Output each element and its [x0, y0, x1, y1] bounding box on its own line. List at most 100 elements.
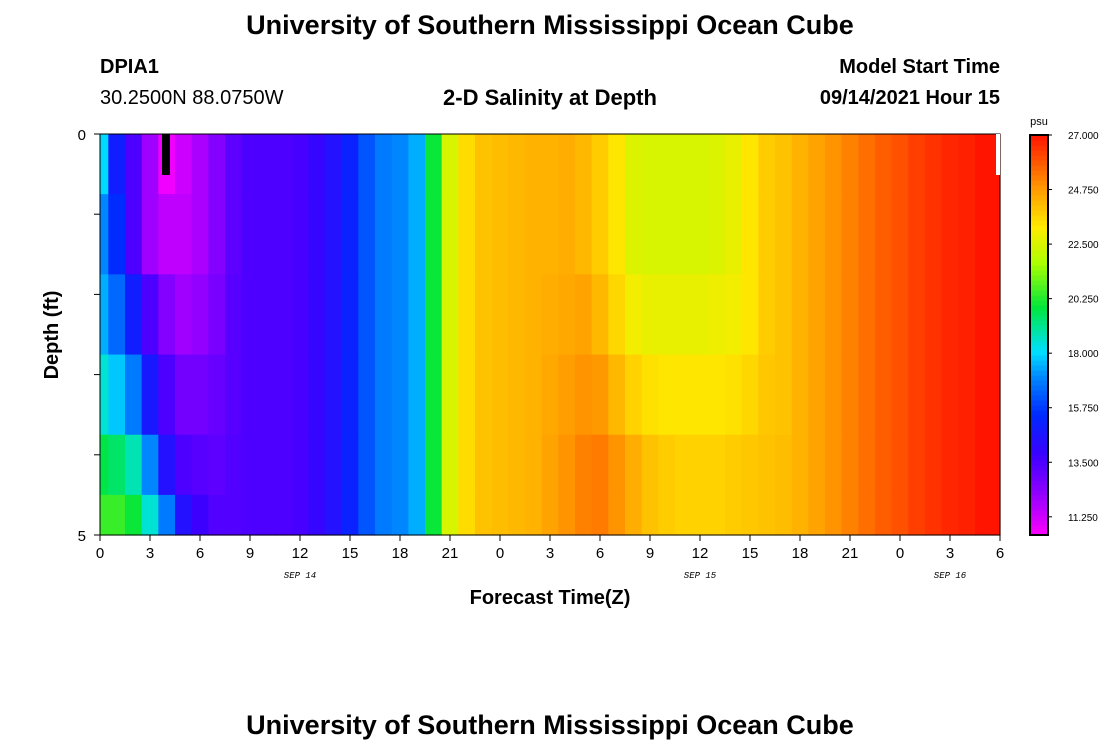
heatmap-cell: [141, 494, 159, 536]
heatmap-cell: [641, 434, 659, 496]
heatmap-cell: [100, 494, 109, 536]
heatmap-cell: [791, 434, 809, 496]
heatmap-cell: [908, 494, 926, 536]
heatmap-cell: [791, 494, 809, 536]
heatmap-cell: [991, 194, 1001, 275]
heatmap-cell: [875, 274, 893, 356]
x-tick-label: 18: [392, 545, 409, 562]
heatmap-cell: [658, 434, 676, 496]
colorbar-segment: [1030, 520, 1048, 526]
heatmap-cell: [758, 134, 776, 195]
heatmap-cell: [391, 134, 409, 195]
heatmap-cell: [958, 134, 976, 195]
heatmap-cell: [558, 194, 576, 275]
colorbar-segment: [1030, 160, 1048, 166]
heatmap-cell: [258, 134, 276, 195]
heatmap-cell: [241, 354, 259, 436]
heatmap-cell: [825, 194, 843, 275]
heatmap-cell: [408, 494, 426, 536]
heatmap-cell: [375, 494, 393, 536]
heatmap-cell: [325, 354, 343, 436]
colorbar-segment: [1030, 330, 1048, 336]
heatmap-cell: [408, 434, 426, 496]
heatmap-cell: [791, 194, 809, 275]
heatmap-cell: [691, 434, 709, 496]
heatmap-cell: [925, 494, 943, 536]
heatmap-cell: [175, 354, 193, 436]
heatmap-cell: [791, 274, 809, 356]
heatmap-cell: [191, 274, 209, 356]
heatmap-cells: [100, 134, 1001, 536]
colorbar-segment: [1030, 270, 1048, 276]
heatmap-cell: [291, 434, 309, 496]
heatmap-cell: [675, 494, 693, 536]
heatmap-cell: [591, 494, 609, 536]
heatmap-cell: [325, 274, 343, 356]
heatmap-cell: [225, 194, 243, 275]
heatmap-cell: [108, 354, 126, 436]
heatmap-cell: [175, 134, 193, 195]
heatmap-cell: [408, 354, 426, 436]
heatmap-cell: [641, 494, 659, 536]
footer-title: University of Southern Mississippi Ocean…: [246, 710, 854, 740]
heatmap-cell: [475, 274, 493, 356]
colorbar-segment: [1030, 240, 1048, 246]
heatmap-cell: [541, 354, 559, 436]
heatmap-cell: [100, 134, 109, 195]
heatmap-cell: [308, 194, 326, 275]
heatmap-cell: [708, 134, 726, 195]
heatmap-cell: [458, 134, 476, 195]
heatmap-cell: [408, 274, 426, 356]
x-tick-label: 3: [146, 545, 154, 562]
heatmap-cell: [558, 494, 576, 536]
colorbar-segment: [1030, 310, 1048, 316]
colorbar-segment: [1030, 215, 1048, 221]
heatmap-cell: [525, 354, 543, 436]
heatmap-cell: [508, 274, 526, 356]
heatmap-cell: [575, 354, 593, 436]
heatmap-cell: [358, 494, 376, 536]
heatmap-cell: [925, 434, 943, 496]
heatmap-cell: [308, 434, 326, 496]
heatmap-cell: [425, 354, 443, 436]
colorbar-segment: [1030, 410, 1048, 416]
heatmap-cell: [208, 494, 226, 536]
heatmap-cell: [525, 134, 543, 195]
heatmap-cell: [141, 274, 159, 356]
heatmap-cell: [275, 274, 293, 356]
heatmap-cell: [908, 274, 926, 356]
colorbar-segment: [1030, 265, 1048, 271]
heatmap-cell: [958, 354, 976, 436]
heatmap-cell: [941, 134, 959, 195]
heatmap-cell: [925, 134, 943, 195]
heatmap-cell: [108, 134, 126, 195]
heatmap-cell: [458, 354, 476, 436]
colorbar-segment: [1030, 140, 1048, 146]
heatmap-cell: [975, 274, 993, 356]
heatmap-cell: [608, 194, 626, 275]
colorbar-unit: psu: [1030, 116, 1048, 128]
x-tick-label: 0: [896, 545, 904, 562]
heatmap-cell: [758, 354, 776, 436]
heatmap-cell: [125, 274, 143, 356]
heatmap-cell: [175, 274, 193, 356]
heatmap-cell: [675, 134, 693, 195]
heatmap-cell: [341, 434, 359, 496]
heatmap-cell: [425, 194, 443, 275]
model-start-value: 09/14/2021 Hour 15: [819, 87, 1000, 109]
heatmap-cell: [208, 274, 226, 356]
colorbar-tick-label: 20.250: [1068, 295, 1099, 306]
colorbar-segment: [1030, 405, 1048, 411]
heatmap-cell: [941, 354, 959, 436]
colorbar-segment: [1030, 495, 1048, 501]
heatmap-cell: [258, 354, 276, 436]
heatmap-cell: [708, 434, 726, 496]
x-tick-label: 3: [946, 545, 954, 562]
heatmap-cell: [891, 434, 909, 496]
heatmap-cell: [825, 434, 843, 496]
colorbar-segment: [1030, 500, 1048, 506]
heatmap-cell: [125, 494, 143, 536]
heatmap-cell: [625, 194, 643, 275]
heatmap-cell: [491, 434, 509, 496]
missing-data-bar: [162, 134, 170, 175]
